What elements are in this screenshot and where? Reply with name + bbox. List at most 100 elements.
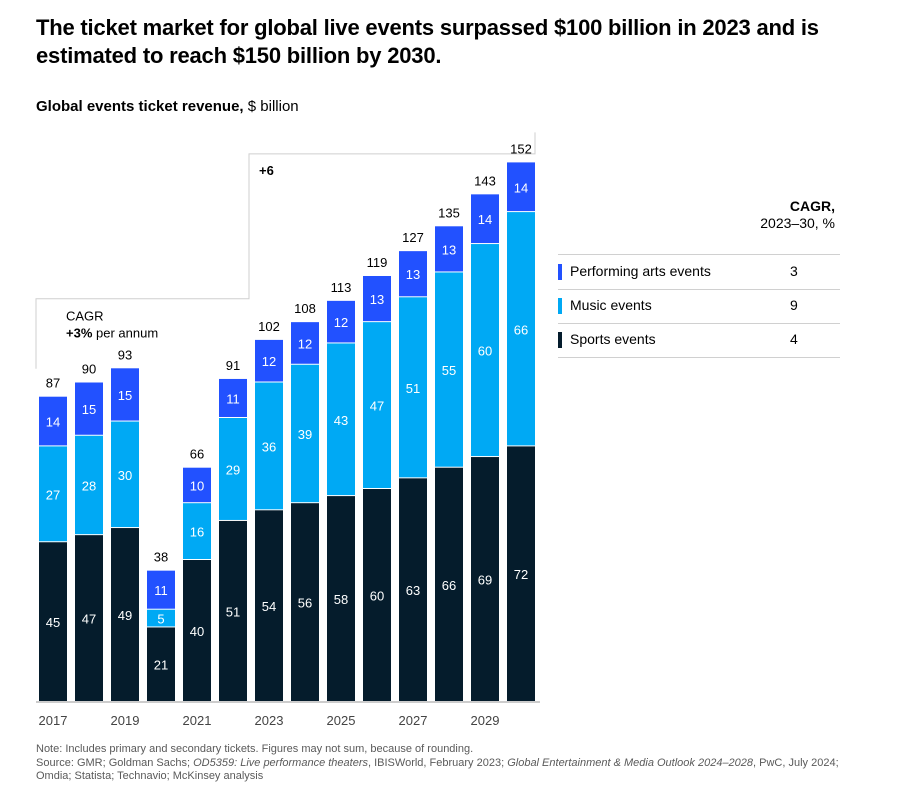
segment-label: 72 — [514, 567, 528, 582]
total-label: 91 — [226, 358, 240, 373]
segment-label: 40 — [190, 624, 204, 639]
segment-label: 47 — [370, 399, 384, 414]
bar-segment — [111, 421, 139, 528]
x-tick-label: 2019 — [111, 713, 140, 728]
bar-segment — [39, 542, 67, 701]
segment-label: 51 — [406, 381, 420, 396]
bar-segment — [255, 382, 283, 510]
segment-label: 14 — [478, 212, 492, 227]
cagr-bracket: CAGR +3% per annum +6 — [35, 132, 536, 369]
x-tick-label: 2017 — [39, 713, 68, 728]
bar-segment — [183, 503, 211, 559]
segment-label: 13 — [442, 242, 456, 257]
bar-segment — [147, 609, 175, 627]
stacked-bar-chart: CAGR +3% per annum +6 45 27 14 87 47 28 15 90 49 30… — [35, 132, 540, 728]
segment-label: 13 — [370, 292, 384, 307]
total-label: 127 — [402, 230, 424, 245]
bar-segment — [507, 162, 535, 212]
segment-label: 27 — [46, 487, 60, 502]
legend-item-sports: Sports events 4 — [558, 323, 840, 358]
segment-label: 21 — [154, 658, 168, 673]
legend-header: CAGR, 2023–30, % — [740, 198, 835, 232]
segment-label: 45 — [46, 615, 60, 630]
segment-label: 12 — [298, 336, 312, 351]
subtitle-bold: Global events ticket revenue, — [36, 98, 244, 115]
source-title-1: OD5359: Live performance theaters — [193, 756, 368, 769]
total-label: 143 — [474, 173, 496, 188]
bar-labels: 45 27 14 87 47 28 15 90 49 30 15 93 21 5 11 38 40 16 10 66 5… — [46, 141, 532, 672]
legend-value: 9 — [790, 297, 798, 313]
bar-segment — [363, 276, 391, 322]
note-line: Note: Includes primary and secondary tic… — [36, 743, 474, 755]
legend-swatch — [558, 332, 562, 348]
bar-segment — [291, 503, 319, 701]
source-title-2: Global Entertainment & Media Outlook 202… — [507, 756, 754, 769]
legend-header-title: CAGR, — [789, 198, 835, 214]
increment-label: +6 — [259, 163, 274, 178]
segment-label: 55 — [442, 363, 456, 378]
bar-segment — [507, 446, 535, 701]
segment-label: 30 — [118, 468, 132, 483]
chart-title: The ticket market for global live events… — [36, 15, 819, 68]
bar-segment — [399, 478, 427, 701]
segment-label: 66 — [514, 322, 528, 337]
segment-label: 51 — [226, 604, 240, 619]
total-label: 38 — [154, 550, 168, 565]
bar-segment — [39, 396, 67, 446]
segment-label: 12 — [262, 354, 276, 369]
bar-segment — [291, 364, 319, 503]
bar-segment — [327, 343, 355, 496]
bar-segment — [363, 322, 391, 488]
segment-label: 11 — [154, 583, 168, 598]
bar-segment — [147, 570, 175, 609]
legend-value: 3 — [790, 263, 798, 279]
legend-header-sub: 2023–30, % — [760, 215, 835, 231]
source-prefix: Source: GMR; Goldman Sachs; — [36, 756, 194, 769]
total-label: 87 — [46, 376, 60, 391]
segment-label: 58 — [334, 592, 348, 607]
bar-segment — [399, 251, 427, 297]
legend-item-music: Music events 9 — [558, 289, 840, 324]
bar-segment — [219, 418, 247, 520]
bar-segment — [435, 272, 463, 467]
legend-swatch — [558, 264, 562, 280]
cagr-value-suffix: per annum — [92, 326, 158, 341]
legend-value: 4 — [790, 331, 798, 347]
legend-label: Music events — [570, 297, 652, 313]
total-label: 108 — [294, 301, 316, 316]
segment-label: 12 — [334, 315, 348, 330]
total-label: 66 — [190, 447, 204, 462]
subtitle-unit: $ billion — [247, 98, 299, 115]
bar-segment — [435, 226, 463, 272]
segment-label: 66 — [442, 578, 456, 593]
cagr-value-number: +3% — [66, 326, 93, 341]
x-tick-label: 2021 — [183, 713, 212, 728]
bar-segment — [75, 535, 103, 701]
bar-segment — [75, 382, 103, 435]
bar-segment — [399, 297, 427, 478]
total-label: 152 — [510, 141, 532, 156]
total-label: 119 — [367, 255, 388, 270]
total-label: 90 — [82, 362, 96, 377]
x-axis: 2017 2019 2021 2023 2025 2027 2029 — [36, 701, 540, 728]
source-mid: , IBISWorld, February 2023; — [368, 756, 508, 769]
source-line: Source: GMR; Goldman Sachs; OD5359: Live… — [36, 757, 856, 784]
total-label: 135 — [438, 205, 460, 220]
segment-label: 49 — [118, 608, 132, 623]
total-label: 113 — [331, 280, 352, 295]
segment-label: 39 — [298, 427, 312, 442]
segment-label: 29 — [226, 462, 240, 477]
bar-segment — [327, 300, 355, 343]
bar-segment — [327, 496, 355, 701]
footnote: Note: Includes primary and secondary tic… — [36, 743, 856, 784]
bar-segment — [363, 489, 391, 701]
legend-label: Performing arts events — [570, 263, 711, 279]
segment-label: 63 — [406, 583, 420, 598]
segment-label: 47 — [82, 612, 96, 627]
chart-subtitle: Global events ticket revenue, $ billion — [36, 98, 299, 115]
bar-segment — [507, 212, 535, 446]
total-label: 102 — [258, 319, 280, 334]
segment-label: 54 — [262, 599, 276, 614]
segment-label: 60 — [370, 589, 384, 604]
segment-label: 56 — [298, 596, 312, 611]
